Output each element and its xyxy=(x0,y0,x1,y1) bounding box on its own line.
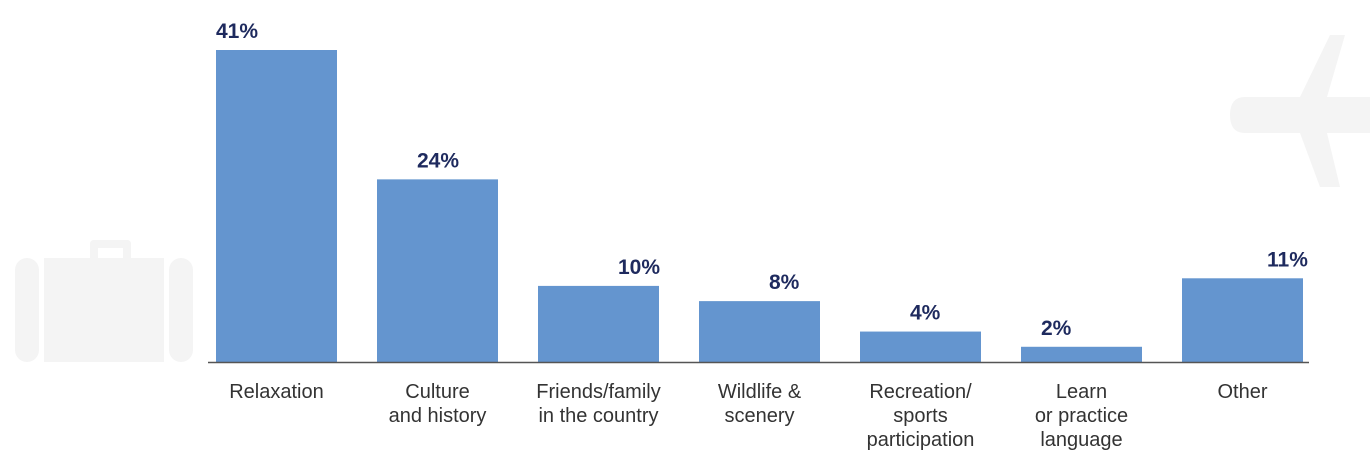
category-label: Other xyxy=(1217,381,1267,403)
bar xyxy=(377,179,498,362)
bar-value-label: 8% xyxy=(769,271,800,294)
bar xyxy=(216,50,337,362)
category-label: Relaxation xyxy=(229,381,324,403)
category-label: Learn or practice language xyxy=(1035,381,1128,451)
category-label: Friends/family in the country xyxy=(536,381,660,427)
suitcase-icon xyxy=(15,240,193,362)
bar xyxy=(1182,278,1303,362)
category-label: Recreation/sports participation xyxy=(867,381,975,451)
category-label: Wildlife & scenery xyxy=(718,381,802,427)
category-label: Culture and history xyxy=(389,381,487,427)
bar xyxy=(538,285,659,362)
bar-value-label: 24% xyxy=(417,149,459,172)
bar-value-label: 2% xyxy=(1041,317,1072,340)
airplane-icon xyxy=(1230,35,1370,187)
bar-value-label: 10% xyxy=(618,256,660,279)
bar-value-label: 41% xyxy=(216,20,258,43)
bar xyxy=(860,331,981,362)
bar-value-label: 11% xyxy=(1267,248,1308,271)
bar xyxy=(699,301,820,362)
bar-value-label: 4% xyxy=(910,302,941,325)
bar xyxy=(1021,346,1142,362)
